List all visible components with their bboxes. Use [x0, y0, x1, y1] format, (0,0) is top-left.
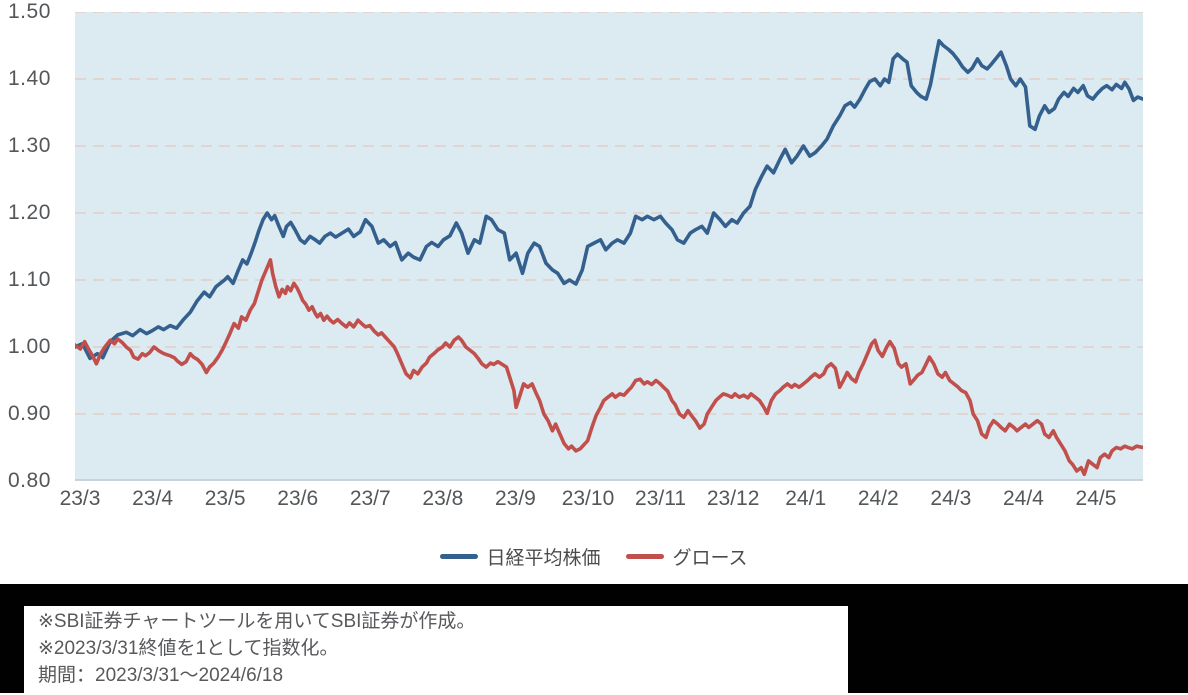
nikkei-line: [75, 38, 1143, 361]
y-axis-label: 1.50: [8, 0, 51, 23]
x-axis-label: 23/9: [494, 487, 536, 510]
note-line-period: 期間：2023/3/31～2024/6/18: [38, 665, 284, 686]
chart-legend: 日経平均株価 グロース: [0, 541, 1188, 571]
y-axis-label: 1.40: [8, 67, 51, 90]
x-axis-label: 23/4: [132, 487, 173, 510]
legend-label-nikkei: 日経平均株価: [486, 547, 601, 569]
x-axis-label: 24/2: [857, 487, 899, 510]
x-axis-label: 23/10: [561, 487, 615, 510]
y-axis-label: 1.30: [8, 134, 51, 157]
x-axis-label: 23/3: [59, 487, 101, 510]
x-axis-label: 23/5: [204, 487, 246, 510]
x-axis-label: 23/11: [635, 487, 687, 510]
x-axis-label: 24/3: [930, 487, 972, 510]
x-axis-label: 24/1: [785, 487, 827, 510]
x-axis-label: 23/6: [277, 487, 319, 510]
plot-area: [75, 12, 1143, 481]
note-line-normalization: ※2023/3/31終値を1として指数化。: [38, 638, 339, 659]
x-axis-label: 24/5: [1075, 487, 1117, 510]
y-axis-label: 1.00: [8, 335, 51, 358]
x-axis-label: 23/12: [706, 487, 760, 510]
line-chart: [75, 12, 1143, 481]
note-line-source: ※SBI証券チャートツールを用いてSBI証券が作成。: [38, 611, 476, 632]
growth-line: [75, 258, 1143, 477]
x-axis-label: 24/4: [1002, 487, 1044, 510]
source-note-box: ※SBI証券チャートツールを用いてSBI証券が作成。 ※2023/3/31終値を…: [24, 606, 848, 695]
growth-line-swatch: [626, 553, 665, 559]
y-axis-label: 1.10: [8, 268, 51, 291]
y-axis-label: 1.20: [8, 201, 51, 224]
legend-label-growth: グロース: [672, 547, 748, 569]
nikkei-line-swatch: [440, 553, 479, 559]
legend-item-growth: グロース: [626, 543, 748, 570]
y-axis-label: 0.80: [8, 469, 51, 492]
legend-item-nikkei: 日経平均株価: [440, 543, 600, 570]
x-axis-label: 23/8: [422, 487, 464, 510]
x-axis-label: 23/7: [349, 487, 391, 510]
y-axis-label: 0.90: [8, 402, 51, 425]
